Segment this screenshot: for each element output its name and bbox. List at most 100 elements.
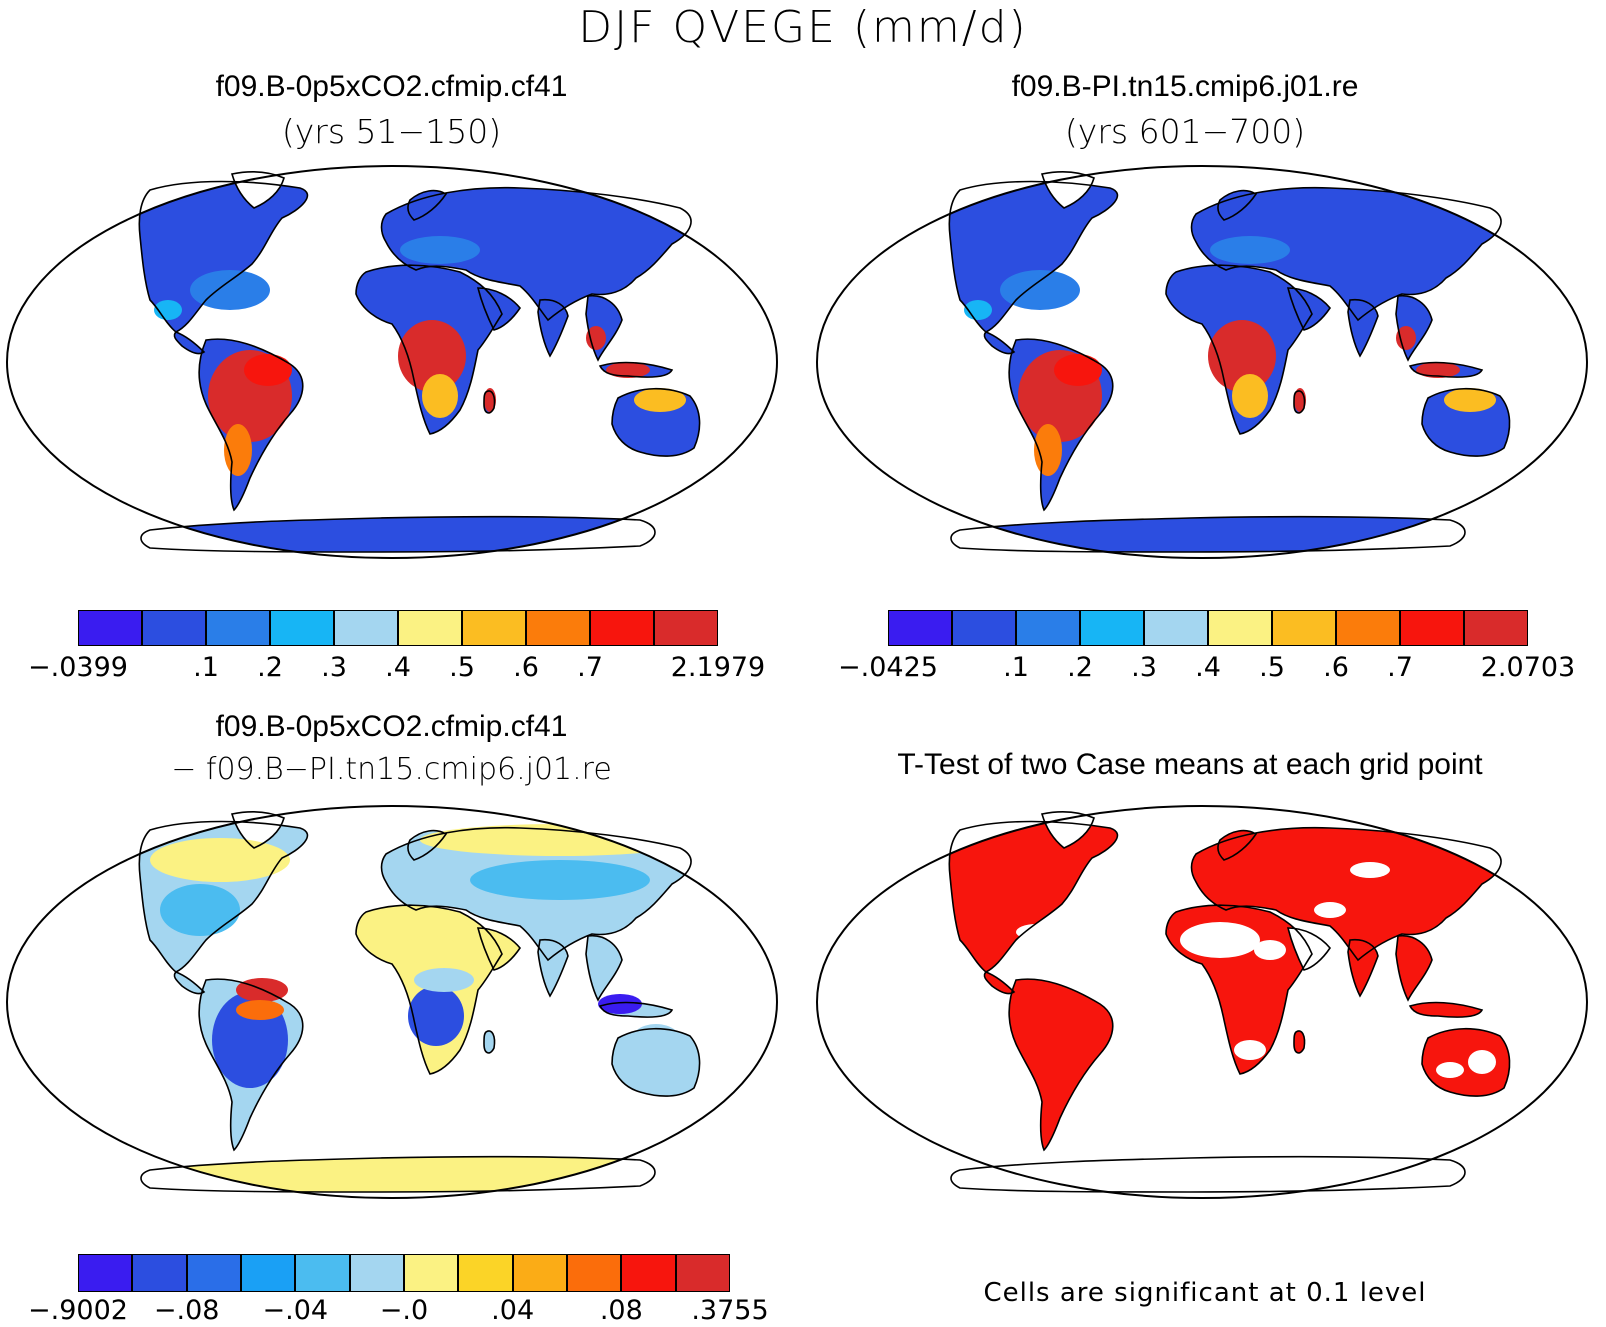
colorbar-bottom-left-labels: −.9002 −.08 −.04 −.0 .04 .08 .3755: [0, 1295, 790, 1327]
colorbar-swatch: [270, 610, 334, 646]
land-northAmerica: [139, 181, 308, 332]
land-scandinavia: [1217, 190, 1256, 220]
field-blob: [224, 424, 252, 476]
colorbar-swatch: [675, 1254, 730, 1292]
colorbar-tick-label: −.0425: [838, 652, 938, 683]
coastline-seAsia: [1395, 935, 1433, 1002]
colorbar-swatch: [132, 1254, 187, 1292]
map-top-left: [6, 165, 778, 559]
colorbar-swatch: [78, 610, 142, 646]
colorbar-tick-label: .3: [1131, 652, 1157, 683]
map-border: [6, 165, 778, 559]
land-antarctica: [951, 1156, 1465, 1192]
field-blob: [408, 986, 464, 1046]
colorbar-swatch: [590, 610, 654, 646]
coastline-madagascar: [483, 1030, 496, 1054]
coastline-centralAmerica: [983, 971, 1016, 995]
colorbar-swatch: [1080, 610, 1144, 646]
colorbar-swatch: [621, 1254, 676, 1292]
coastline-scandinavia: [407, 829, 448, 861]
panel-bottom-left-difference-line: − f09.B−PI.tn15.cmip6.j01.re: [171, 752, 612, 787]
coastline-india: [537, 298, 569, 358]
coastline-india: [537, 938, 569, 998]
map-top-right: [816, 165, 1588, 559]
coastline-southAmerica: [1008, 338, 1114, 512]
field-blob: [190, 270, 270, 310]
coastline-madagascar: [1293, 1030, 1306, 1054]
colorbar-swatch: [888, 610, 952, 646]
coastline-northAmerica: [948, 820, 1119, 973]
coastline-seAsia: [1395, 295, 1433, 362]
map-land-layer: [949, 811, 1510, 1192]
coastline-antarctica: [140, 515, 656, 553]
colorbar-tick-label: −.04: [262, 1295, 329, 1326]
colorbar-swatch: [1336, 610, 1400, 646]
coastline-africa: [1165, 904, 1313, 1075]
panel-bottom-left-case-title: f09.B-0p5xCO2.cfmip.cf41: [215, 710, 568, 743]
colorbar-swatch: [1144, 610, 1208, 646]
land-madagascar: [1294, 1030, 1305, 1053]
land-northAmerica: [949, 181, 1118, 332]
map-land-layer: [139, 171, 700, 552]
field-blob: [606, 362, 650, 378]
field-blob: [236, 1000, 284, 1020]
coastline-seAsia: [585, 935, 623, 1002]
field-blob: [1232, 374, 1268, 418]
land-scandinavia: [407, 190, 446, 220]
coastline-arabia: [1286, 927, 1331, 971]
coastline-arabia: [476, 287, 521, 331]
field-blob: [398, 320, 466, 392]
colorbar-top-left: [78, 610, 718, 646]
land-india: [1348, 299, 1378, 356]
page-title: DJF QVEGE (mm/d): [578, 2, 1028, 53]
land-antarctica: [951, 516, 1465, 552]
colorbar-top-left-labels: −.0399 .1 .2 .3 .4 .5 .6 .7 2.1979: [0, 652, 790, 692]
map-bottom-left: [6, 805, 778, 1199]
field-blob: [1054, 354, 1102, 386]
colorbar-swatch: [404, 1254, 459, 1292]
colorbar-swatch: [1016, 610, 1080, 646]
colorbar-swatch: [206, 610, 270, 646]
colorbar-tick-label: −.0: [379, 1295, 429, 1326]
map-border: [816, 165, 1588, 559]
field-blob: [1234, 1040, 1266, 1060]
colorbar-swatch: [952, 610, 1016, 646]
colorbar-swatch: [295, 1254, 350, 1292]
land-northAmerica: [949, 821, 1118, 972]
coastline-northAmerica: [948, 180, 1119, 333]
coastline-greenland: [1040, 171, 1095, 209]
colorbar-tick-label: .3: [321, 652, 347, 683]
colorbar-swatch: [241, 1254, 296, 1292]
coastline-australia: [611, 387, 701, 457]
coastline-greenland: [230, 811, 285, 849]
map-land-layer: [949, 171, 1510, 552]
coastline-centralAmerica: [173, 331, 206, 355]
coastline-northAmerica: [138, 180, 309, 333]
field-blob: [1436, 1062, 1464, 1078]
colorbar-swatch: [462, 610, 526, 646]
field-blob: [470, 860, 650, 900]
colorbar-swatch: [512, 1254, 567, 1292]
field-blob: [422, 374, 458, 418]
significance-note: Cells are significant at 0.1 level: [983, 1278, 1427, 1308]
colorbar-tick-label: .1: [193, 652, 219, 683]
coastline-indonesia: [1408, 1001, 1484, 1018]
map-land-layer: [139, 811, 700, 1192]
colorbar-top-right: [888, 610, 1528, 646]
colorbar-tick-label: .08: [599, 1295, 643, 1326]
coastline-greenland: [1040, 811, 1095, 849]
land-antarctica: [141, 1156, 655, 1192]
land-centralAmerica: [984, 332, 1014, 354]
coastline-africa: [355, 264, 503, 435]
coastline-india: [1347, 298, 1379, 358]
land-centralAmerica: [174, 972, 204, 994]
coastline-scandinavia: [407, 189, 448, 221]
colorbar-tick-label: .5: [449, 652, 475, 683]
field-blob: [1180, 922, 1260, 958]
land-centralAmerica: [984, 972, 1014, 994]
land-india: [538, 299, 568, 356]
field-blob: [400, 936, 460, 964]
field-blob: [150, 838, 290, 882]
map-bottom-right: [816, 805, 1588, 1199]
colorbar-tick-label: .7: [577, 652, 603, 683]
